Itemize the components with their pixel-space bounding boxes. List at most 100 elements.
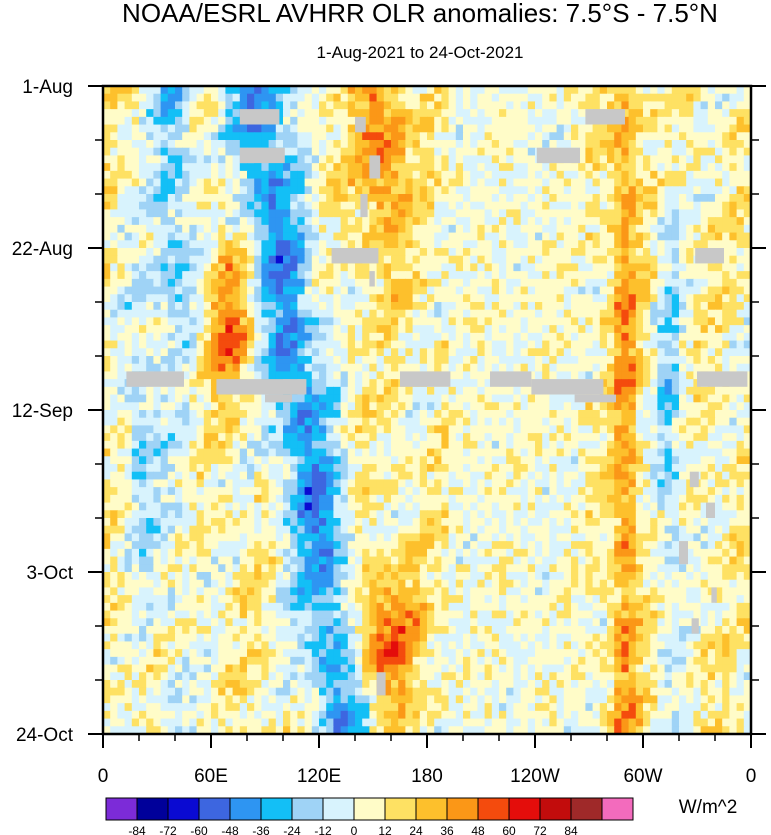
anomaly-cell	[715, 433, 723, 442]
anomaly-cell	[203, 224, 212, 234]
anomaly-cell	[383, 479, 392, 488]
anomaly-cell	[527, 433, 536, 442]
anomaly-cell	[520, 232, 529, 241]
anomaly-cell	[225, 86, 234, 95]
anomaly-cell	[160, 186, 169, 195]
anomaly-cell	[470, 132, 478, 141]
anomaly-cell	[355, 379, 363, 388]
anomaly-cell	[671, 494, 680, 504]
anomaly-cell	[513, 433, 522, 442]
anomaly-cell	[657, 456, 666, 465]
anomaly-cell	[527, 448, 536, 457]
anomaly-cell	[261, 209, 270, 218]
anomaly-cell	[362, 356, 370, 365]
anomaly-cell	[268, 510, 277, 519]
anomaly-cell	[304, 379, 313, 388]
anomaly-cell	[146, 440, 154, 450]
anomaly-cell	[189, 178, 198, 187]
anomaly-cell	[254, 163, 262, 172]
anomaly-cell	[700, 309, 709, 319]
anomaly-cell	[664, 417, 673, 427]
anomaly-cell	[247, 402, 255, 411]
anomaly-cell	[182, 386, 190, 396]
anomaly-cell	[110, 132, 118, 141]
anomaly-cell	[535, 502, 543, 511]
anomaly-cell	[650, 255, 658, 265]
anomaly-cell	[383, 417, 392, 427]
anomaly-cell	[160, 101, 169, 110]
anomaly-cell	[455, 132, 464, 141]
anomaly-cell	[715, 487, 723, 496]
anomaly-cell	[671, 201, 680, 211]
anomaly-cell	[715, 340, 723, 349]
anomaly-cell	[160, 402, 169, 411]
anomaly-cell	[448, 325, 457, 334]
anomaly-cell	[614, 363, 622, 373]
anomaly-cell	[412, 240, 421, 249]
anomaly-cell	[275, 194, 284, 203]
anomaly-cell	[139, 286, 147, 295]
anomaly-cell	[196, 425, 205, 434]
anomaly-cell	[693, 494, 702, 504]
anomaly-cell	[506, 248, 514, 257]
anomaly-cell	[110, 502, 118, 511]
anomaly-cell	[254, 348, 262, 357]
anomaly-cell	[599, 494, 608, 504]
anomaly-cell	[527, 410, 536, 419]
anomaly-cell	[160, 425, 169, 434]
anomaly-cell	[419, 394, 428, 403]
anomaly-cell	[743, 163, 752, 172]
anomaly-cell	[434, 448, 442, 457]
anomaly-cell	[189, 348, 198, 357]
anomaly-cell	[110, 186, 118, 195]
anomaly-cell	[175, 286, 183, 295]
anomaly-cell	[441, 163, 450, 172]
anomaly-cell	[376, 132, 385, 141]
anomaly-cell	[628, 440, 637, 450]
anomaly-cell	[463, 325, 471, 334]
anomaly-cell	[232, 93, 241, 103]
anomaly-cell	[520, 356, 529, 365]
anomaly-cell	[261, 178, 270, 187]
anomaly-cell	[117, 510, 126, 519]
anomaly-cell	[405, 325, 414, 334]
anomaly-cell	[743, 232, 752, 241]
anomaly-cell	[614, 340, 622, 349]
anomaly-cell	[477, 302, 486, 311]
anomaly-cell	[621, 101, 630, 110]
anomaly-cell	[542, 456, 550, 465]
anomaly-cell	[218, 109, 226, 118]
anomaly-cell	[218, 201, 226, 211]
anomaly-cell	[297, 363, 306, 373]
anomaly-cell	[628, 255, 637, 265]
anomaly-cell	[448, 271, 457, 280]
anomaly-cell	[275, 309, 284, 319]
anomaly-cell	[225, 263, 234, 272]
anomaly-cell	[470, 101, 478, 110]
anomaly-cell	[103, 510, 111, 519]
anomaly-cell	[182, 487, 190, 496]
anomaly-cell	[707, 417, 716, 427]
anomaly-cell	[225, 240, 234, 249]
anomaly-cell	[614, 255, 622, 265]
anomaly-cell	[355, 371, 363, 380]
anomaly-cell	[218, 317, 226, 326]
anomaly-cell	[261, 494, 270, 504]
anomaly-cell	[376, 448, 385, 457]
anomaly-cell	[578, 348, 586, 357]
anomaly-cell	[117, 271, 126, 280]
anomaly-cell	[311, 456, 320, 465]
anomaly-cell	[297, 217, 306, 226]
anomaly-cell	[470, 402, 478, 411]
anomaly-cell	[146, 510, 154, 519]
anomaly-cell	[419, 363, 428, 373]
anomaly-cell	[578, 471, 586, 481]
anomaly-cell	[578, 86, 586, 95]
anomaly-cell	[203, 440, 212, 450]
anomaly-cell	[355, 494, 363, 504]
anomaly-cell	[391, 356, 399, 365]
anomaly-cell	[103, 194, 111, 203]
anomaly-cell	[369, 201, 378, 211]
anomaly-cell	[218, 456, 226, 465]
anomaly-cell	[563, 248, 572, 257]
